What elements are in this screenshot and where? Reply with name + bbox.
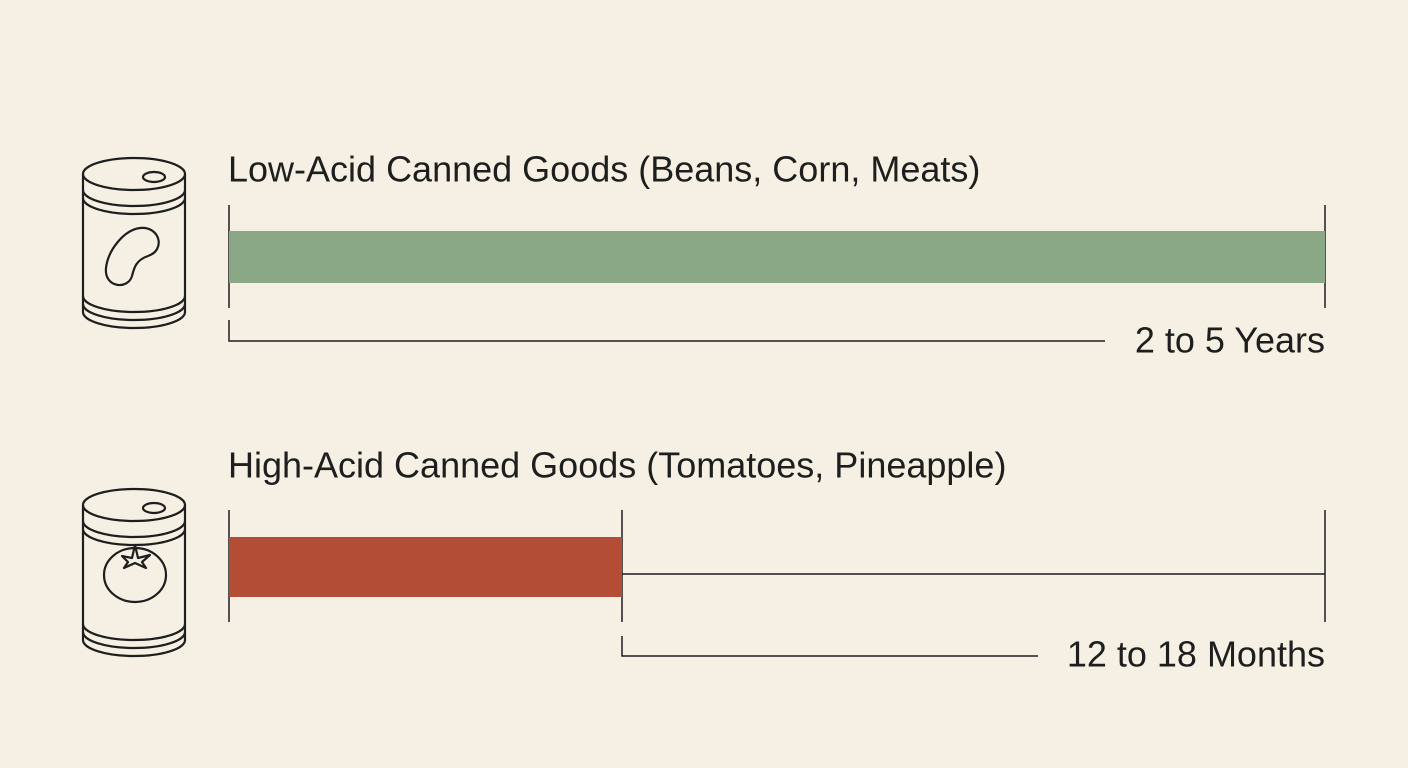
duration-label: 12 to 18 Months <box>1067 634 1325 675</box>
duration-bracket <box>621 636 1038 657</box>
tomato-can-icon <box>81 487 187 658</box>
duration-label: 2 to 5 Years <box>1135 320 1325 361</box>
item-title: High-Acid Canned Goods (Tomatoes, Pineap… <box>228 445 1006 486</box>
bean-can-icon <box>81 156 187 330</box>
duration-bracket <box>228 320 1105 342</box>
shelf-life-bar <box>229 231 1325 283</box>
shelf-life-bar <box>229 537 622 597</box>
item-title: Low-Acid Canned Goods (Beans, Corn, Meat… <box>228 149 980 190</box>
